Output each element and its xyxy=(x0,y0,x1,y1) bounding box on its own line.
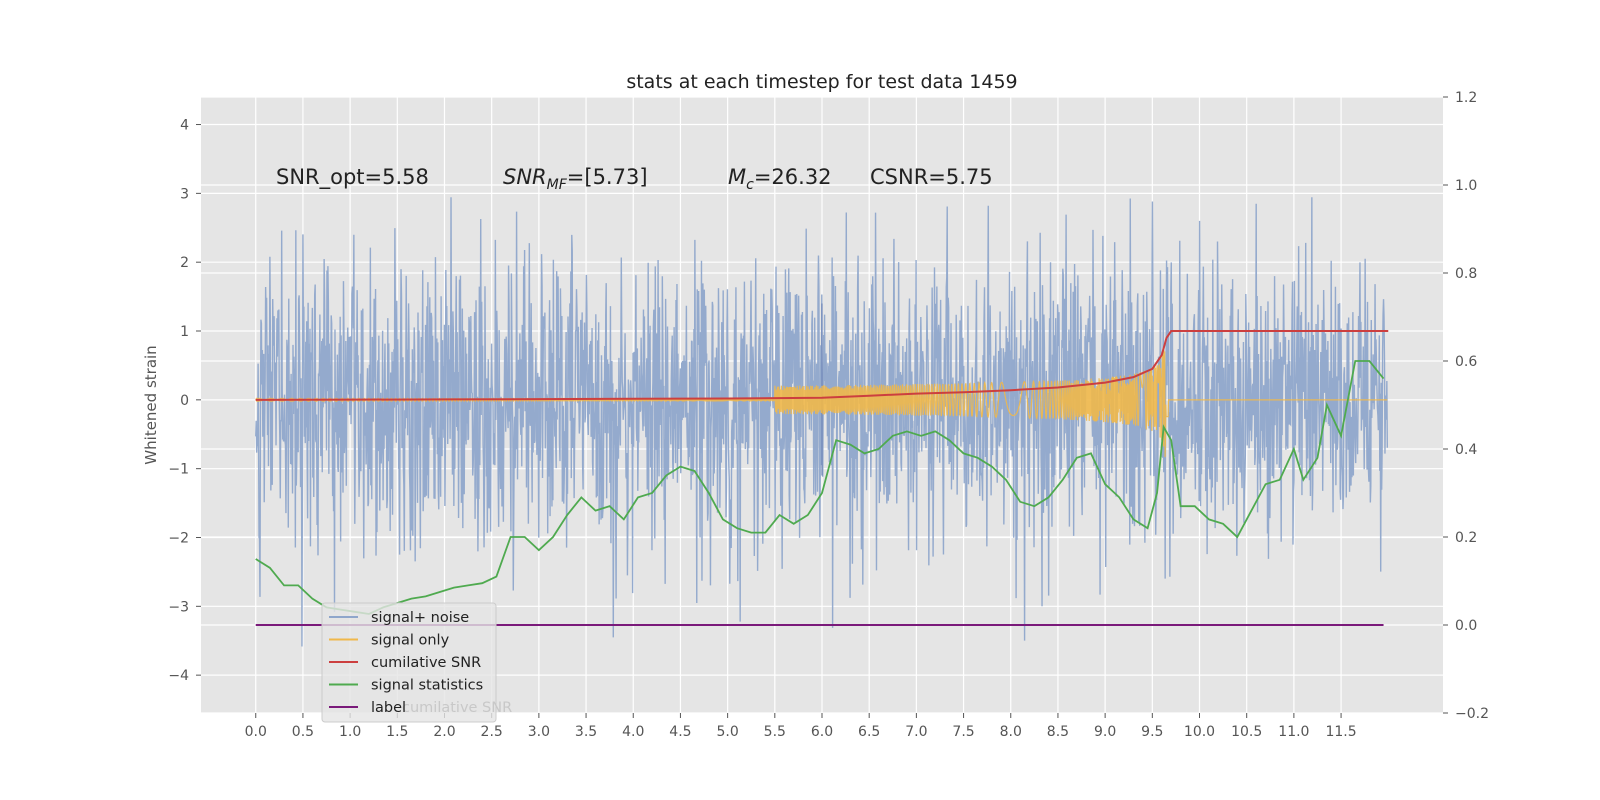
x-tick-label: 8.0 xyxy=(1000,724,1022,740)
x-tick-label: 3.0 xyxy=(528,724,550,740)
x-tick-label: 7.0 xyxy=(905,724,927,740)
x-tick-label: 11.5 xyxy=(1325,724,1356,740)
annotation-snr-opt: SNR_opt=5.58 xyxy=(276,165,429,190)
x-tick-label: 9.0 xyxy=(1094,724,1116,740)
y-axis-left: −4 −3 −2 −1 0 1 2 3 4 xyxy=(168,118,201,684)
annotation-mc-sub: c xyxy=(746,177,754,193)
x-tick-label: 1.0 xyxy=(339,724,361,740)
annotations: SNR_opt=5.58 SNRMF=[5.73] Mc=26.32 CSNR=… xyxy=(276,165,993,193)
legend: signal+ noise signal only cumilative SNR si… xyxy=(321,602,512,723)
x-tick-label: 5.5 xyxy=(764,724,786,740)
y-axis-label: Whitened strain xyxy=(142,345,160,464)
series-signal-statistics xyxy=(255,360,1385,615)
y-right-tick-label: 0.0 xyxy=(1455,618,1477,634)
x-axis: 0.0 0.5 1.0 1.5 2.0 2.5 3.0 3.5 4.0 4.5 5.0 5.5 6.0 6… xyxy=(245,713,1357,740)
annotation-mc: Mc=26.32 xyxy=(728,165,832,193)
annotation-snr-mf-value: =[5.73] xyxy=(567,165,648,189)
legend-ghost-text: cumilative SNR xyxy=(402,700,512,716)
x-tick-label: 2.0 xyxy=(433,724,455,740)
y-tick-label: −1 xyxy=(168,462,189,478)
x-tick-label: 8.5 xyxy=(1047,724,1069,740)
y-right-tick-label: 0.8 xyxy=(1455,266,1477,282)
x-tick-label: 6.5 xyxy=(858,724,880,740)
y-tick-label: 4 xyxy=(180,118,189,134)
x-tick-label: 4.5 xyxy=(669,724,691,740)
legend-label: signal+ noise xyxy=(371,610,469,626)
annotation-snr-mf: SNRMF=[5.73] xyxy=(503,165,648,193)
y-right-tick-label: 1.2 xyxy=(1455,90,1477,106)
x-tick-label: 6.0 xyxy=(811,724,833,740)
chart-title: stats at each timestep for test data 145… xyxy=(626,71,1017,93)
x-tick-label: 0.0 xyxy=(245,724,267,740)
legend-label: signal only xyxy=(371,633,450,649)
annotation-mc-main: M xyxy=(728,165,746,189)
series-cumulative-snr xyxy=(255,330,1389,401)
y-tick-label: −3 xyxy=(168,599,189,615)
y-right-tick-label: −0.2 xyxy=(1455,706,1489,722)
annotation-mc-value: =26.32 xyxy=(754,165,832,189)
x-tick-label: 10.5 xyxy=(1231,724,1262,740)
y-tick-label: 0 xyxy=(180,393,189,409)
legend-label: signal statistics xyxy=(371,678,483,694)
y-right-tick-label: 0.6 xyxy=(1455,354,1477,370)
x-tick-label: 9.5 xyxy=(1141,724,1163,740)
x-tick-label: 1.5 xyxy=(386,724,408,740)
y-tick-label: −4 xyxy=(168,668,189,684)
y-right-tick-label: 1.0 xyxy=(1455,178,1477,194)
x-tick-label: 0.5 xyxy=(292,724,314,740)
annotation-csnr: CSNR=5.75 xyxy=(870,165,993,189)
annotation-snr-mf-sub: MF xyxy=(547,177,568,193)
legend-box xyxy=(321,602,497,723)
y-tick-label: −2 xyxy=(168,530,189,546)
x-tick-label: 4.0 xyxy=(622,724,644,740)
y-tick-label: 1 xyxy=(180,324,189,340)
annotation-snr-mf-main: SNR xyxy=(503,165,547,189)
y-tick-label: 3 xyxy=(180,186,189,202)
legend-label: label xyxy=(371,700,406,716)
x-tick-label: 3.5 xyxy=(575,724,597,740)
y-right-tick-label: 0.4 xyxy=(1455,442,1477,458)
x-tick-label: 5.0 xyxy=(716,724,738,740)
y-tick-label: 2 xyxy=(180,255,189,271)
y-axis-right: −0.2 0.0 0.2 0.4 0.6 0.8 1.0 1.2 xyxy=(1443,90,1489,722)
x-tick-label: 11.0 xyxy=(1278,724,1309,740)
x-tick-label: 2.5 xyxy=(481,724,503,740)
legend-label: cumilative SNR xyxy=(371,655,481,671)
y-right-tick-label: 0.2 xyxy=(1455,530,1477,546)
x-tick-label: 7.5 xyxy=(952,724,974,740)
x-tick-label: 10.0 xyxy=(1184,724,1215,740)
